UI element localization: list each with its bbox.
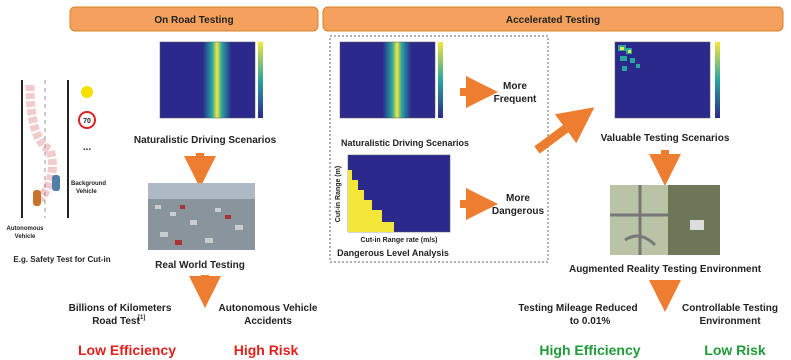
danger-plot <box>348 155 450 232</box>
colorbar <box>715 42 720 118</box>
text: More <box>503 81 527 92</box>
text: More <box>506 193 530 204</box>
text: Dangerous <box>492 206 545 217</box>
heatmap <box>340 42 435 118</box>
text: Road Test <box>92 316 140 327</box>
caption: Real World Testing <box>155 260 245 271</box>
speed-sign-text: 70 <box>83 118 91 125</box>
heatmap <box>615 42 710 118</box>
traffic-light <box>81 86 93 98</box>
text: Accidents <box>244 316 292 327</box>
text: Environment <box>699 316 761 327</box>
label: Background <box>71 181 106 187</box>
heatmap <box>160 42 255 118</box>
road <box>22 80 68 218</box>
text: Testing Mileage Reduced <box>518 303 637 314</box>
label: Autonomous <box>7 226 45 232</box>
reference: [1] <box>138 315 145 321</box>
diagram: On Road Testing Accelerated Testing Natu… <box>0 0 791 360</box>
ar-image <box>610 185 720 255</box>
colorbar <box>258 42 263 118</box>
text: Frequent <box>494 94 537 105</box>
text: Controllable Testing <box>682 303 778 314</box>
ellipsis: ... <box>83 142 92 153</box>
text: Autonomous Vehicle <box>219 303 318 314</box>
outcome: Low Risk <box>704 342 766 358</box>
label: Vehicle <box>15 234 36 240</box>
arrow <box>537 118 580 150</box>
text: Billions of Kilometers <box>69 303 172 314</box>
outcome: High Efficiency <box>539 342 640 358</box>
label: Vehicle <box>76 189 97 195</box>
axis-label: Cut-in Range rate (m/s) <box>360 237 437 244</box>
outcome: High Risk <box>234 342 299 358</box>
colorbar <box>438 42 443 118</box>
caption: E.g. Safety Test for Cut-in <box>13 255 110 264</box>
caption: Valuable Testing Scenarios <box>601 133 730 144</box>
caption: Dangerous Level Analysis <box>337 248 449 258</box>
outcome: Low Efficiency <box>78 342 176 358</box>
traffic-photo <box>148 183 255 250</box>
caption: Augmented Reality Testing Environment <box>569 264 762 275</box>
caption: Naturalistic Driving Scenarios <box>134 135 277 146</box>
axis-label: Cut-in Range (m) <box>335 166 342 222</box>
banner-title: Accelerated Testing <box>506 15 600 26</box>
caption: Naturalistic Driving Scenarios <box>341 138 469 148</box>
banner-title: On Road Testing <box>154 15 233 26</box>
text: to 0.01% <box>570 316 611 327</box>
